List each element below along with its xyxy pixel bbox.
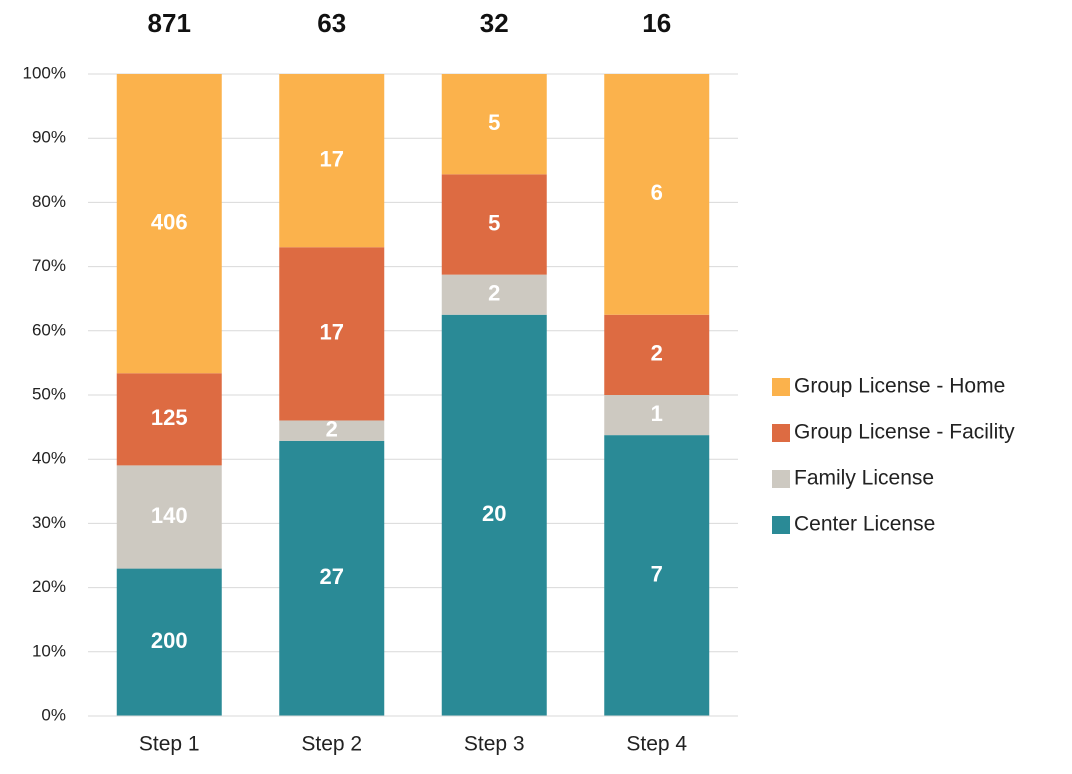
x-tick-label: Step 4 — [626, 733, 687, 756]
legend-label: Family License — [794, 467, 934, 490]
data-label: 1 — [651, 401, 663, 426]
y-tick-label: 10% — [32, 641, 66, 660]
y-tick-label: 90% — [32, 128, 66, 147]
y-tick-label: 100% — [23, 63, 66, 82]
data-label: 125 — [151, 405, 188, 430]
bar-segment — [604, 314, 710, 395]
data-label: 20 — [482, 501, 506, 526]
y-tick-label: 0% — [41, 705, 66, 724]
y-tick-label: 70% — [32, 256, 66, 275]
bar-segment — [116, 568, 222, 716]
bar-segment — [279, 420, 385, 441]
bar-segment — [279, 440, 385, 716]
total-label: 32 — [480, 8, 509, 38]
data-label: 6 — [651, 180, 663, 205]
data-label: 200 — [151, 628, 188, 653]
bar-segment — [116, 465, 222, 569]
x-tick-label: Step 2 — [301, 733, 362, 756]
bar-segment — [441, 274, 547, 315]
data-label: 5 — [488, 210, 500, 235]
data-label: 7 — [651, 561, 663, 586]
data-label: 2 — [488, 281, 500, 306]
total-label: 16 — [642, 8, 671, 38]
legend-swatch — [772, 424, 790, 442]
bar-segment — [604, 395, 710, 436]
y-tick-label: 20% — [32, 577, 66, 596]
data-label: 5 — [488, 110, 500, 135]
data-label: 27 — [320, 564, 344, 589]
y-tick-label: 60% — [32, 320, 66, 339]
x-tick-label: Step 1 — [139, 733, 200, 756]
legend-label: Group License - Facility — [794, 421, 1015, 444]
bar-segment — [441, 314, 547, 716]
data-label: 17 — [320, 320, 344, 345]
y-tick-label: 80% — [32, 192, 66, 211]
y-tick-label: 40% — [32, 449, 66, 468]
legend-swatch — [772, 378, 790, 396]
bar-segment — [441, 174, 547, 275]
total-label: 871 — [148, 8, 191, 38]
legend-label: Center License — [794, 513, 935, 536]
legend-label: Group License - Home — [794, 375, 1005, 398]
bar-segment — [279, 74, 385, 248]
bar-segment — [604, 74, 710, 315]
x-tick-label: Step 3 — [464, 733, 525, 756]
data-label: 406 — [151, 209, 188, 234]
data-label: 2 — [651, 341, 663, 366]
total-label: 63 — [317, 8, 346, 38]
data-label: 17 — [320, 146, 344, 171]
bar-segment — [116, 373, 222, 466]
y-tick-label: 50% — [32, 384, 66, 403]
legend-swatch — [772, 516, 790, 534]
data-label: 2 — [326, 416, 338, 441]
legend-swatch — [772, 470, 790, 488]
data-label: 140 — [151, 503, 188, 528]
bar-segment — [279, 247, 385, 421]
bar-segment — [116, 74, 222, 374]
bar-segment — [604, 435, 710, 716]
y-tick-label: 30% — [32, 513, 66, 532]
bar-segment — [441, 74, 547, 175]
